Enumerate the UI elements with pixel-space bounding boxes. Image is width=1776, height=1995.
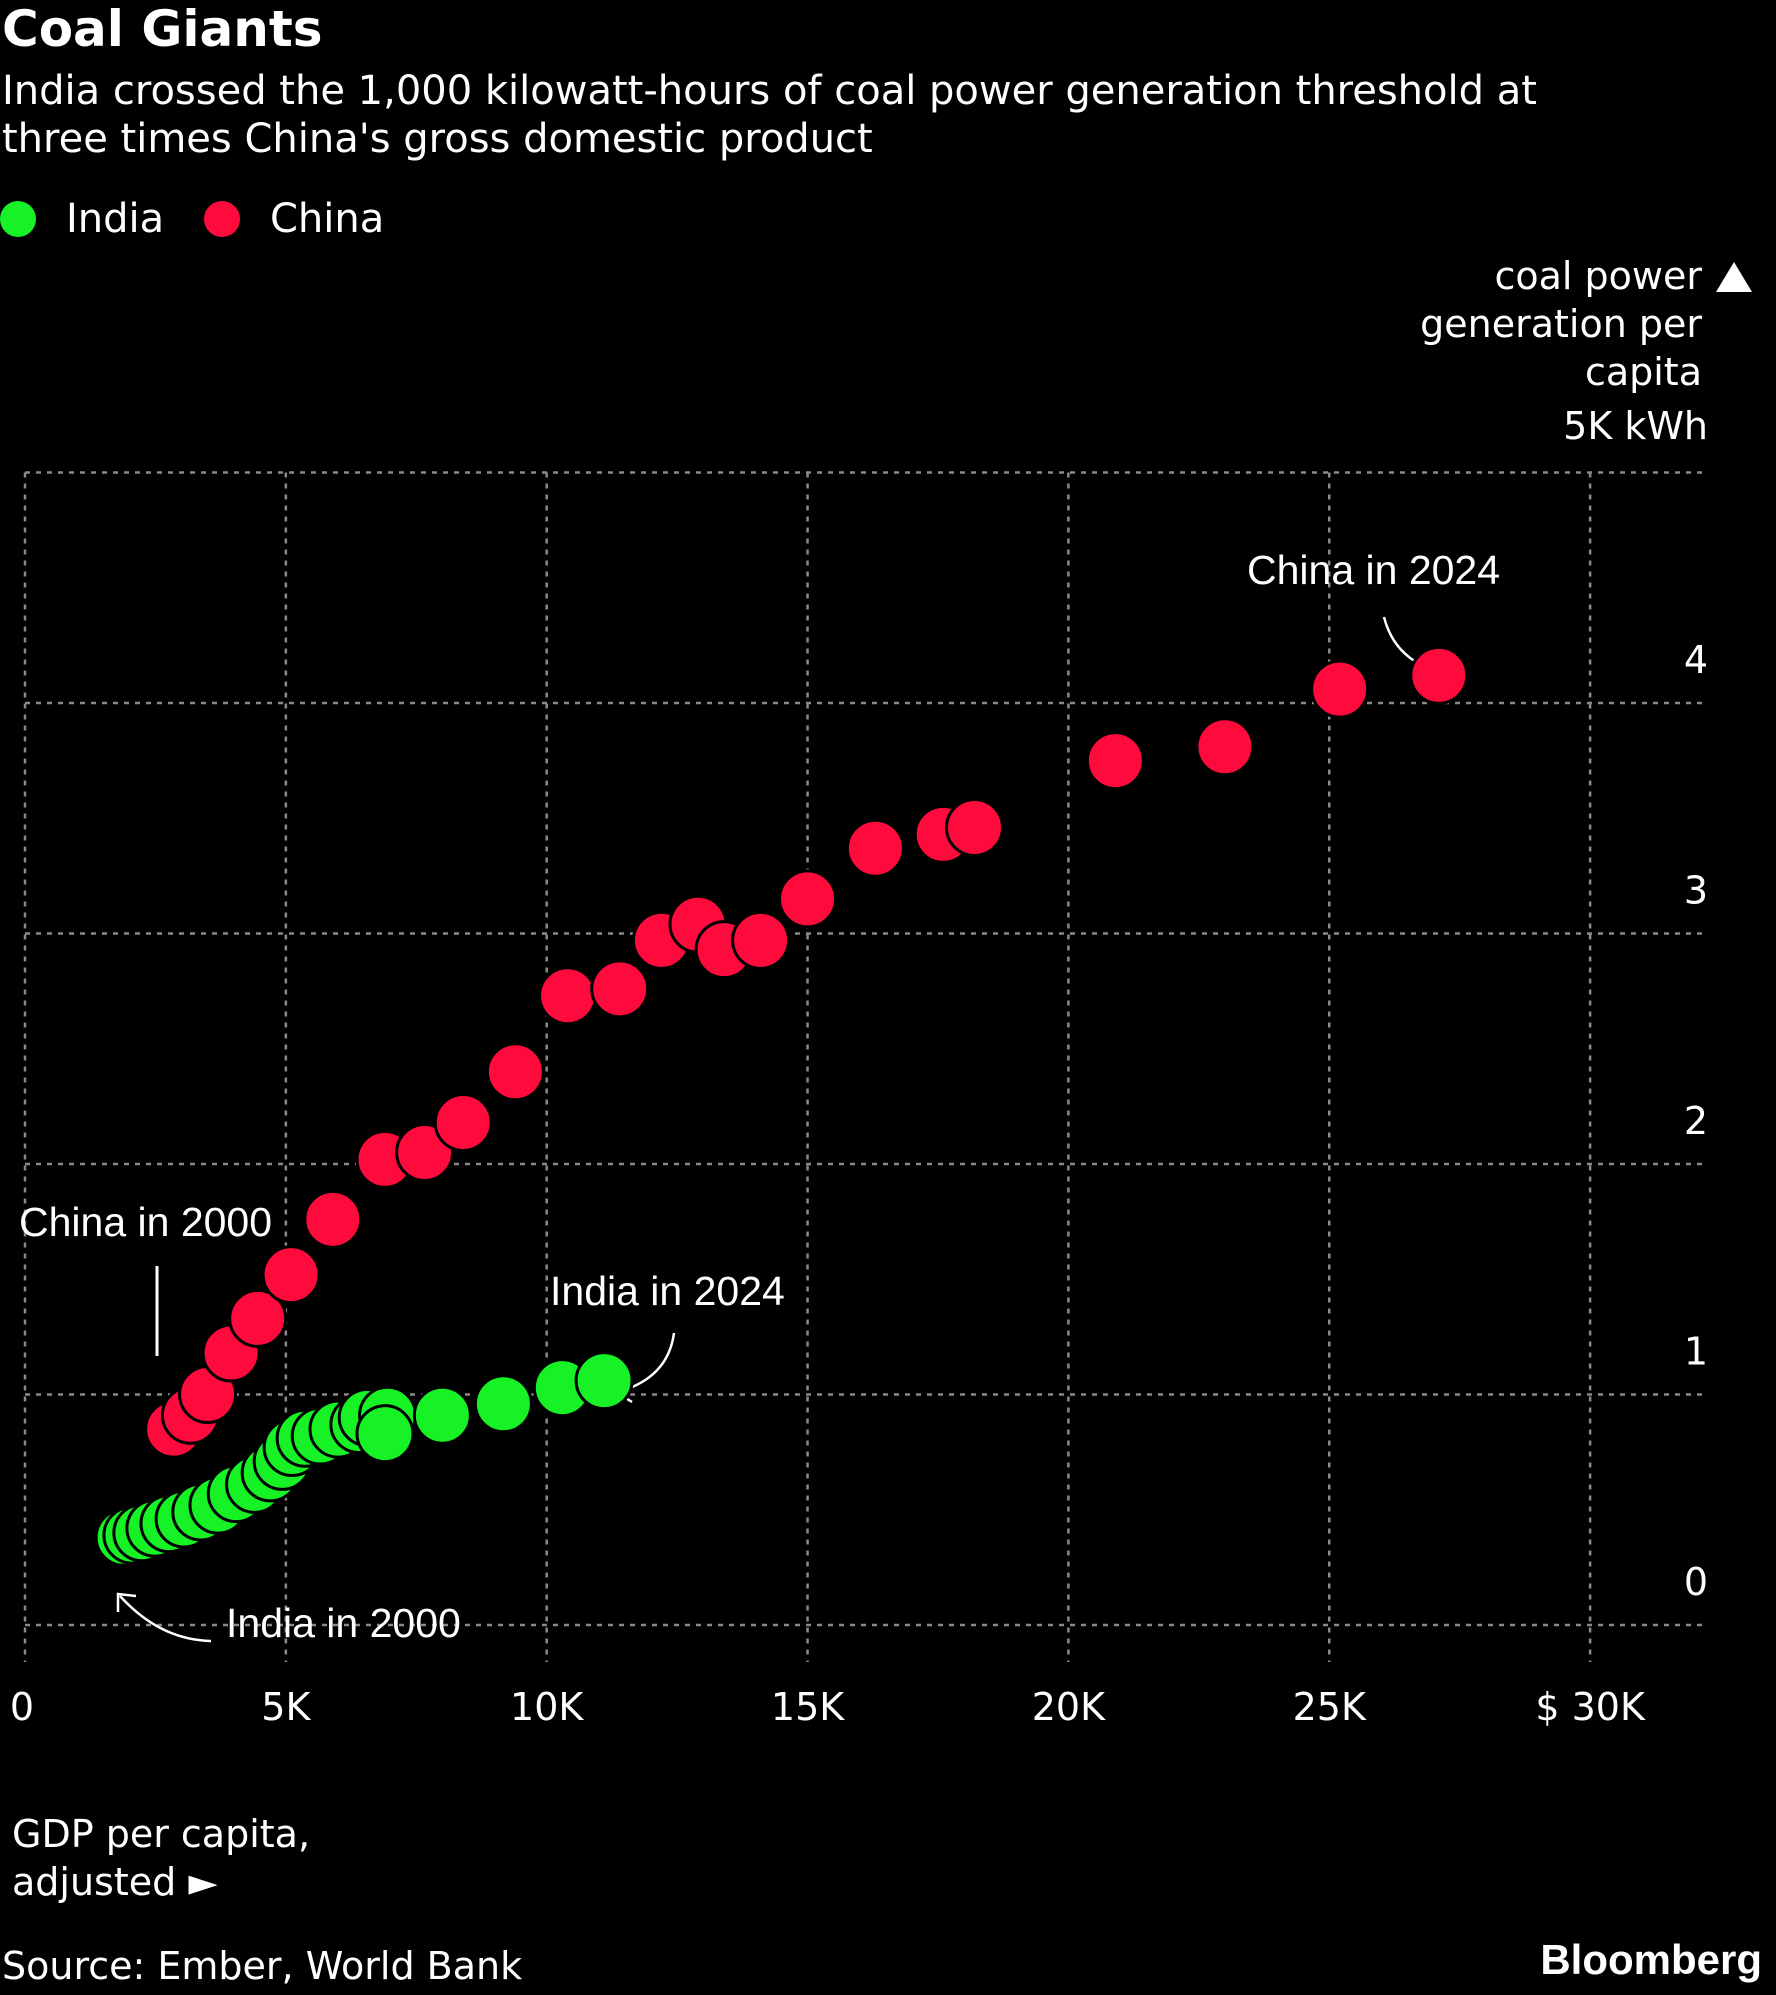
- data-point-china: [590, 959, 650, 1019]
- data-point-india: [574, 1351, 634, 1411]
- legend-label-china: China: [270, 196, 385, 242]
- annotation-india-2024: India in 2024: [550, 1268, 785, 1314]
- annotations: China in 2024 China in 2000 India in 202…: [19, 547, 1500, 1646]
- chart-subtitle-line-2: three times China's gross domestic produ…: [2, 116, 873, 162]
- legend-label-india: India: [66, 196, 165, 242]
- data-point-india: [355, 1404, 415, 1464]
- x-tick-label: 25K: [1293, 1685, 1367, 1729]
- x-tick-label: 15K: [771, 1685, 845, 1729]
- x-tick-label: $ 30K: [1535, 1685, 1646, 1729]
- y-axis-label-line-2: generation per: [1420, 302, 1702, 346]
- data-point-china: [433, 1093, 493, 1153]
- x-tick-label: 20K: [1032, 1685, 1106, 1729]
- arrow-head-icon: [116, 1592, 137, 1612]
- x-tick-label: 0: [10, 1685, 34, 1729]
- data-point-china: [944, 797, 1004, 857]
- data-point-china: [303, 1189, 363, 1249]
- legend-swatch-india: [0, 201, 36, 237]
- data-point-china: [778, 869, 838, 929]
- y-tick-label: 2: [1684, 1099, 1708, 1143]
- annotation-china-2000: China in 2000: [19, 1199, 272, 1245]
- legend-item-india: India: [0, 196, 164, 242]
- data-point-china: [1310, 659, 1370, 719]
- x-tick-label: 10K: [510, 1685, 584, 1729]
- y-tick-label: 1: [1684, 1330, 1708, 1374]
- data-point-china: [845, 818, 905, 878]
- data-point-china: [731, 910, 791, 970]
- data-point-china: [1195, 717, 1255, 777]
- data-point-china: [261, 1245, 321, 1305]
- data-points: [94, 645, 1469, 1567]
- annotation-china-2024: China in 2024: [1247, 547, 1500, 593]
- data-point-china: [228, 1288, 288, 1348]
- annotation-india-2000: India in 2000: [226, 1600, 461, 1646]
- y-axis-label-line-1: coal power: [1494, 254, 1702, 298]
- data-point-india: [412, 1385, 472, 1445]
- y-axis-label-line-3: capita: [1584, 350, 1702, 394]
- y-tick-label: 0: [1684, 1560, 1708, 1604]
- up-triangle-icon: [1716, 262, 1752, 292]
- source-note: Source: Ember, World Bank: [2, 1944, 523, 1988]
- x-axis-label-line-1: GDP per capita,: [12, 1812, 311, 1856]
- bloomberg-logo: Bloomberg: [1540, 1936, 1762, 1983]
- annotation-arrow-india-2000: [119, 1595, 212, 1643]
- y-axis-unit-label: 5K kWh: [1563, 404, 1708, 448]
- data-point-china: [1085, 731, 1145, 791]
- data-point-india: [473, 1374, 533, 1434]
- y-tick-label: 3: [1684, 869, 1708, 913]
- axis-ticks: 0 5K 10K 15K 20K 25K $ 30K 0 1 2 3 4: [10, 638, 1708, 1729]
- data-point-china: [538, 966, 598, 1026]
- chart-subtitle-line-1: India crossed the 1,000 kilowatt-hours o…: [2, 68, 1537, 114]
- chart-title: Coal Giants: [2, 0, 323, 58]
- x-tick-label: 5K: [261, 1685, 311, 1729]
- grid-lines: [23, 471, 1702, 1662]
- legend-item-china: China: [204, 196, 384, 242]
- x-axis-label-line-2: adjusted ►: [12, 1860, 218, 1904]
- legend-swatch-china: [204, 201, 240, 237]
- y-tick-label: 4: [1684, 638, 1708, 682]
- data-point-china: [1409, 645, 1469, 705]
- data-point-china: [485, 1042, 545, 1102]
